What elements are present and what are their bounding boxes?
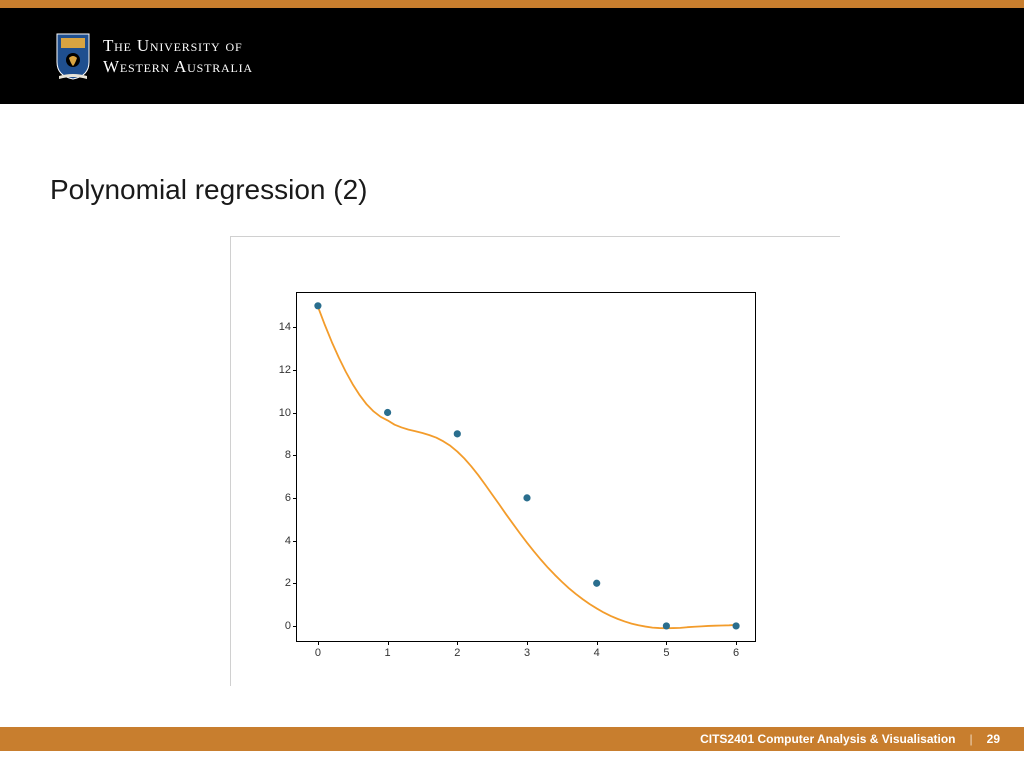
slide-footer: CITS2401 Computer Analysis & Visualisati… <box>0 727 1024 751</box>
x-tick-label: 3 <box>524 647 530 659</box>
data-point <box>733 623 739 629</box>
regression-curve <box>318 307 736 629</box>
data-point <box>593 580 599 586</box>
y-tick-label: 0 <box>271 620 291 632</box>
top-accent-bar <box>0 0 1024 8</box>
slide-content: Polynomial regression (2) 02468101214012… <box>0 104 1024 686</box>
university-line1: The University of <box>103 35 253 56</box>
chart-plot-area: 024681012140123456 <box>296 292 756 642</box>
data-point <box>384 409 390 415</box>
y-tick-label: 8 <box>271 449 291 461</box>
y-tick-label: 14 <box>271 321 291 333</box>
footer-separator: | <box>970 732 973 746</box>
y-tick-label: 10 <box>271 407 291 419</box>
data-point <box>663 623 669 629</box>
y-tick-label: 6 <box>271 492 291 504</box>
slide-title: Polynomial regression (2) <box>50 174 974 206</box>
x-tick-label: 4 <box>594 647 600 659</box>
data-point <box>315 303 321 309</box>
university-line2: Western Australia <box>103 56 253 77</box>
x-tick-label: 2 <box>454 647 460 659</box>
y-tick-label: 2 <box>271 577 291 589</box>
y-tick-label: 12 <box>271 364 291 376</box>
y-tick-label: 4 <box>271 535 291 547</box>
x-tick-label: 1 <box>385 647 391 659</box>
footer-page-number: 29 <box>987 732 1000 746</box>
x-tick-label: 6 <box>733 647 739 659</box>
x-tick-label: 0 <box>315 647 321 659</box>
chart-container: 024681012140123456 <box>230 236 840 686</box>
data-point <box>454 431 460 437</box>
university-name: The University of Western Australia <box>103 35 253 78</box>
slide-header: The University of Western Australia <box>0 8 1024 104</box>
x-tick-label: 5 <box>663 647 669 659</box>
footer-course: CITS2401 Computer Analysis & Visualisati… <box>700 732 955 746</box>
university-crest-icon <box>55 32 91 80</box>
data-point <box>524 495 530 501</box>
chart-svg <box>297 293 755 641</box>
